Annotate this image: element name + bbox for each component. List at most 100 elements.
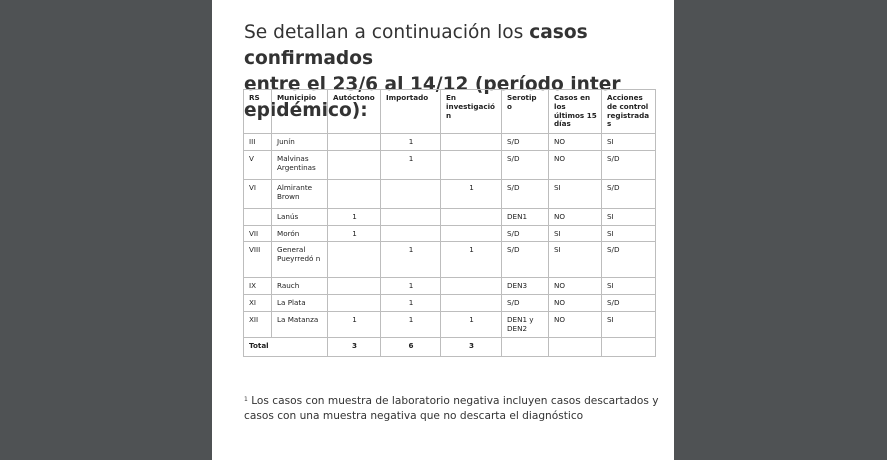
total-cell: Total: [243, 336, 328, 357]
table-cell: [327, 149, 381, 180]
table-cell: S/D: [601, 241, 656, 279]
table-cell: [327, 277, 381, 296]
table-cell: IX: [243, 277, 272, 296]
cases-table: RS Municipio Autóctono Importado En investig…: [243, 89, 656, 357]
table-cell: 1: [380, 149, 441, 180]
table-cell: [440, 149, 502, 180]
table-cell: V: [243, 149, 272, 180]
document-page: Se detallan a continuación los casos con…: [212, 0, 674, 460]
table-cell: [327, 133, 381, 151]
table-cell: S/D: [501, 241, 549, 279]
heading-bold-1: casos confirmados: [244, 22, 588, 69]
table-cell: 1: [327, 207, 381, 226]
table-cell: NO: [548, 149, 602, 180]
total-cell: 3: [440, 336, 502, 357]
viewer-background-right: [674, 0, 887, 460]
table-cell: 1: [380, 310, 441, 338]
table-cell: VII: [243, 224, 272, 243]
table-cell: SI: [601, 207, 656, 226]
total-cell: 3: [327, 336, 381, 357]
table-cell: [440, 207, 502, 226]
table-cell: VI: [243, 178, 272, 209]
table-cell: NO: [548, 294, 602, 312]
table-cell: SI: [548, 241, 602, 279]
table-row: IX Rauch 1 DEN3 NO SI: [243, 277, 656, 296]
total-cell: [548, 336, 602, 357]
footnote-text: Los casos con muestra de laboratorio neg…: [244, 395, 659, 422]
column-header: Serotip o: [501, 89, 549, 134]
table-cell: S/D: [601, 178, 656, 209]
table-cell: NO: [548, 133, 602, 151]
table-cell: DEN3: [501, 277, 549, 296]
table-cell: SI: [548, 224, 602, 243]
table-cell: [243, 207, 272, 226]
column-header: En investigació n: [440, 89, 502, 134]
table-cell: NO: [548, 310, 602, 338]
viewer-background-left: [0, 0, 212, 460]
table-cell: Junín: [271, 133, 328, 151]
table-cell: 1: [440, 310, 502, 338]
column-header: RS: [243, 89, 272, 134]
table-cell: 1: [380, 294, 441, 312]
table-cell: [327, 294, 381, 312]
table-cell: NO: [548, 277, 602, 296]
total-cell: [501, 336, 549, 357]
footnote: 1 Los casos con muestra de laboratorio n…: [244, 394, 664, 423]
table-cell: XII: [243, 310, 272, 338]
total-cell: 6: [380, 336, 441, 357]
table-cell: S/D: [501, 149, 549, 180]
column-header: Acciones de control registrada s: [601, 89, 656, 134]
table-cell: DEN1: [501, 207, 549, 226]
table-cell: 1: [380, 241, 441, 279]
table-row: XI La Plata 1 S/D NO S/D: [243, 294, 656, 312]
table-cell: 1: [380, 277, 441, 296]
table-cell: SI: [601, 277, 656, 296]
table-cell: Malvinas Argentinas: [271, 149, 328, 180]
table-cell: 1: [440, 241, 502, 279]
table-cell: [440, 224, 502, 243]
table-cell: SI: [548, 178, 602, 209]
table-cell: S/D: [501, 294, 549, 312]
table-cell: S/D: [601, 149, 656, 180]
table-cell: Lanús: [271, 207, 328, 226]
table-row: III Junín 1 S/D NO SI: [243, 133, 656, 151]
column-header: Casos en los últimos 15 días: [548, 89, 602, 134]
table-cell: [440, 294, 502, 312]
table-cell: Almirante Brown: [271, 178, 328, 209]
table-cell: 1: [327, 224, 381, 243]
table-cell: VIII: [243, 241, 272, 279]
column-header: Municipio: [271, 89, 328, 134]
table-row: XII La Matanza 1 1 1 DEN1 y DEN2 NO SI: [243, 310, 656, 338]
table-cell: [380, 224, 441, 243]
total-row: Total 3 6 3: [243, 336, 656, 357]
column-header: Importado: [380, 89, 441, 134]
table-cell: S/D: [501, 133, 549, 151]
table-cell: SI: [601, 224, 656, 243]
table-cell: III: [243, 133, 272, 151]
footnote-marker: 1: [244, 396, 248, 403]
table-cell: 1: [440, 178, 502, 209]
column-header: Autóctono: [327, 89, 381, 134]
table-cell: Rauch: [271, 277, 328, 296]
table-cell: 1: [327, 310, 381, 338]
table-cell: S/D: [501, 224, 549, 243]
table-cell: SI: [601, 310, 656, 338]
table-cell: S/D: [501, 178, 549, 209]
table-cell: La Plata: [271, 294, 328, 312]
table-row: VI Almirante Brown 1 S/D SI S/D: [243, 178, 656, 209]
table-row: VII Morón 1 S/D SI SI: [243, 224, 656, 243]
table-cell: 1: [380, 133, 441, 151]
table-cell: NO: [548, 207, 602, 226]
table-row: V Malvinas Argentinas 1 S/D NO S/D: [243, 149, 656, 180]
total-cell: [601, 336, 656, 357]
table-cell: [327, 178, 381, 209]
table-cell: [380, 178, 441, 209]
table-row: VIII General Pueyrredó n 1 1 S/D SI S/D: [243, 241, 656, 279]
table-cell: [380, 207, 441, 226]
table-cell: SI: [601, 133, 656, 151]
heading-prefix: Se detallan a continuación los: [244, 22, 530, 43]
table-header-row: RS Municipio Autóctono Importado En investig…: [243, 89, 656, 134]
table-cell: Morón: [271, 224, 328, 243]
table-cell: General Pueyrredó n: [271, 241, 328, 279]
table-cell: [440, 133, 502, 151]
